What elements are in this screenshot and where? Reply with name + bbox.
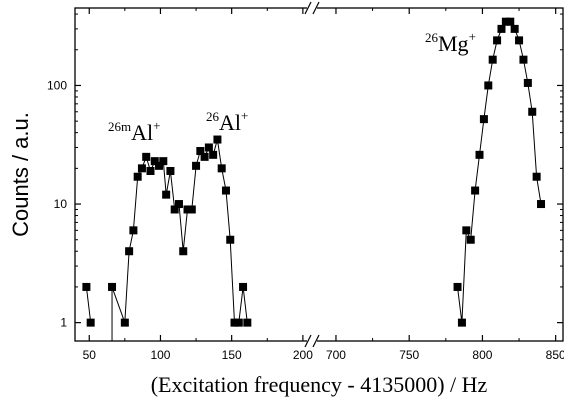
- data-point: [86, 318, 95, 327]
- annotation-mass: 26: [206, 109, 220, 124]
- data-point: [150, 157, 159, 166]
- data-point: [497, 24, 506, 33]
- annotation-label: 26Al+: [206, 108, 248, 135]
- x-tick-label: 700: [326, 348, 346, 362]
- data-point: [501, 17, 510, 26]
- data-point: [475, 150, 484, 159]
- data-point: [221, 186, 230, 195]
- data-point: [204, 143, 213, 152]
- data-point: [471, 186, 480, 195]
- annotation-label: 26Mg+: [425, 29, 476, 56]
- data-point: [213, 135, 222, 144]
- data-point: [493, 36, 502, 45]
- data-point: [226, 235, 235, 244]
- data-point: [528, 107, 537, 116]
- y-tick-label: 10: [54, 197, 68, 211]
- x-axis-label: (Excitation frequency - 4135000) / Hz: [151, 372, 488, 397]
- axis-break-mask-bottom: [307, 335, 317, 347]
- data-point: [457, 318, 466, 327]
- y-axis-label: Counts / a.u.: [8, 112, 33, 237]
- data-point: [217, 164, 226, 173]
- data-point: [142, 152, 151, 161]
- data-point: [129, 226, 138, 235]
- annotation-element: Mg: [438, 31, 469, 56]
- x-tick-label: 100: [150, 348, 170, 362]
- data-point: [484, 81, 493, 90]
- data-point: [108, 282, 117, 291]
- data-point: [462, 226, 471, 235]
- data-point: [120, 318, 129, 327]
- data-point: [166, 166, 175, 175]
- data-point: [125, 247, 134, 256]
- data-point: [187, 205, 196, 214]
- y-tick-label: 1: [60, 316, 67, 330]
- plot-frame: [74, 7, 564, 342]
- data-point: [537, 200, 546, 209]
- data-point: [519, 55, 528, 64]
- data-point: [196, 147, 205, 156]
- x-tick-label: 50: [83, 348, 97, 362]
- x-tick-label: 200: [293, 348, 313, 362]
- x-tick-label: 750: [399, 348, 419, 362]
- annotation-label: 26mAl+: [108, 118, 160, 145]
- data-point: [230, 318, 239, 327]
- data-point: [466, 235, 475, 244]
- data-point: [515, 36, 524, 45]
- x-tick-label: 850: [546, 348, 564, 362]
- axis-break-mark: [304, 1, 312, 15]
- data-point: [159, 157, 168, 166]
- data-point: [170, 205, 179, 214]
- data-point: [523, 78, 532, 87]
- data-point: [133, 172, 142, 181]
- x-tick-label: 150: [222, 348, 242, 362]
- annotation-charge: +: [241, 108, 248, 123]
- data-point: [453, 282, 462, 291]
- annotation-mass: 26: [425, 30, 439, 45]
- data-point: [192, 161, 201, 170]
- axis-break-mask-top: [307, 2, 317, 14]
- axis-break-mark: [312, 1, 320, 15]
- data-point: [174, 200, 183, 209]
- axis-break-mark: [312, 334, 320, 348]
- data-point: [510, 24, 519, 33]
- axis-break-mark: [304, 334, 312, 348]
- annotation-charge: +: [153, 118, 160, 133]
- series-line: [457, 21, 542, 323]
- data-point: [234, 318, 243, 327]
- annotation-mass: 26m: [108, 119, 131, 134]
- annotation-element: Al: [219, 110, 241, 135]
- annotation-element: Al: [131, 120, 153, 145]
- data-point: [200, 152, 209, 161]
- data-point: [488, 55, 497, 64]
- data-point: [155, 161, 164, 170]
- data-point: [146, 166, 155, 175]
- data-point: [532, 172, 541, 181]
- data-point: [82, 282, 91, 291]
- data-point: [209, 150, 218, 159]
- data-point: [183, 205, 192, 214]
- data-point: [179, 247, 188, 256]
- data-point: [243, 318, 252, 327]
- data-point: [506, 17, 515, 26]
- x-tick-label: 800: [472, 348, 492, 362]
- data-point: [137, 164, 146, 173]
- data-point: [479, 115, 488, 124]
- data-point: [239, 282, 248, 291]
- series-line: [85, 286, 92, 323]
- annotation-charge: +: [469, 29, 476, 44]
- y-tick-label: 100: [47, 78, 67, 92]
- data-point: [162, 190, 171, 199]
